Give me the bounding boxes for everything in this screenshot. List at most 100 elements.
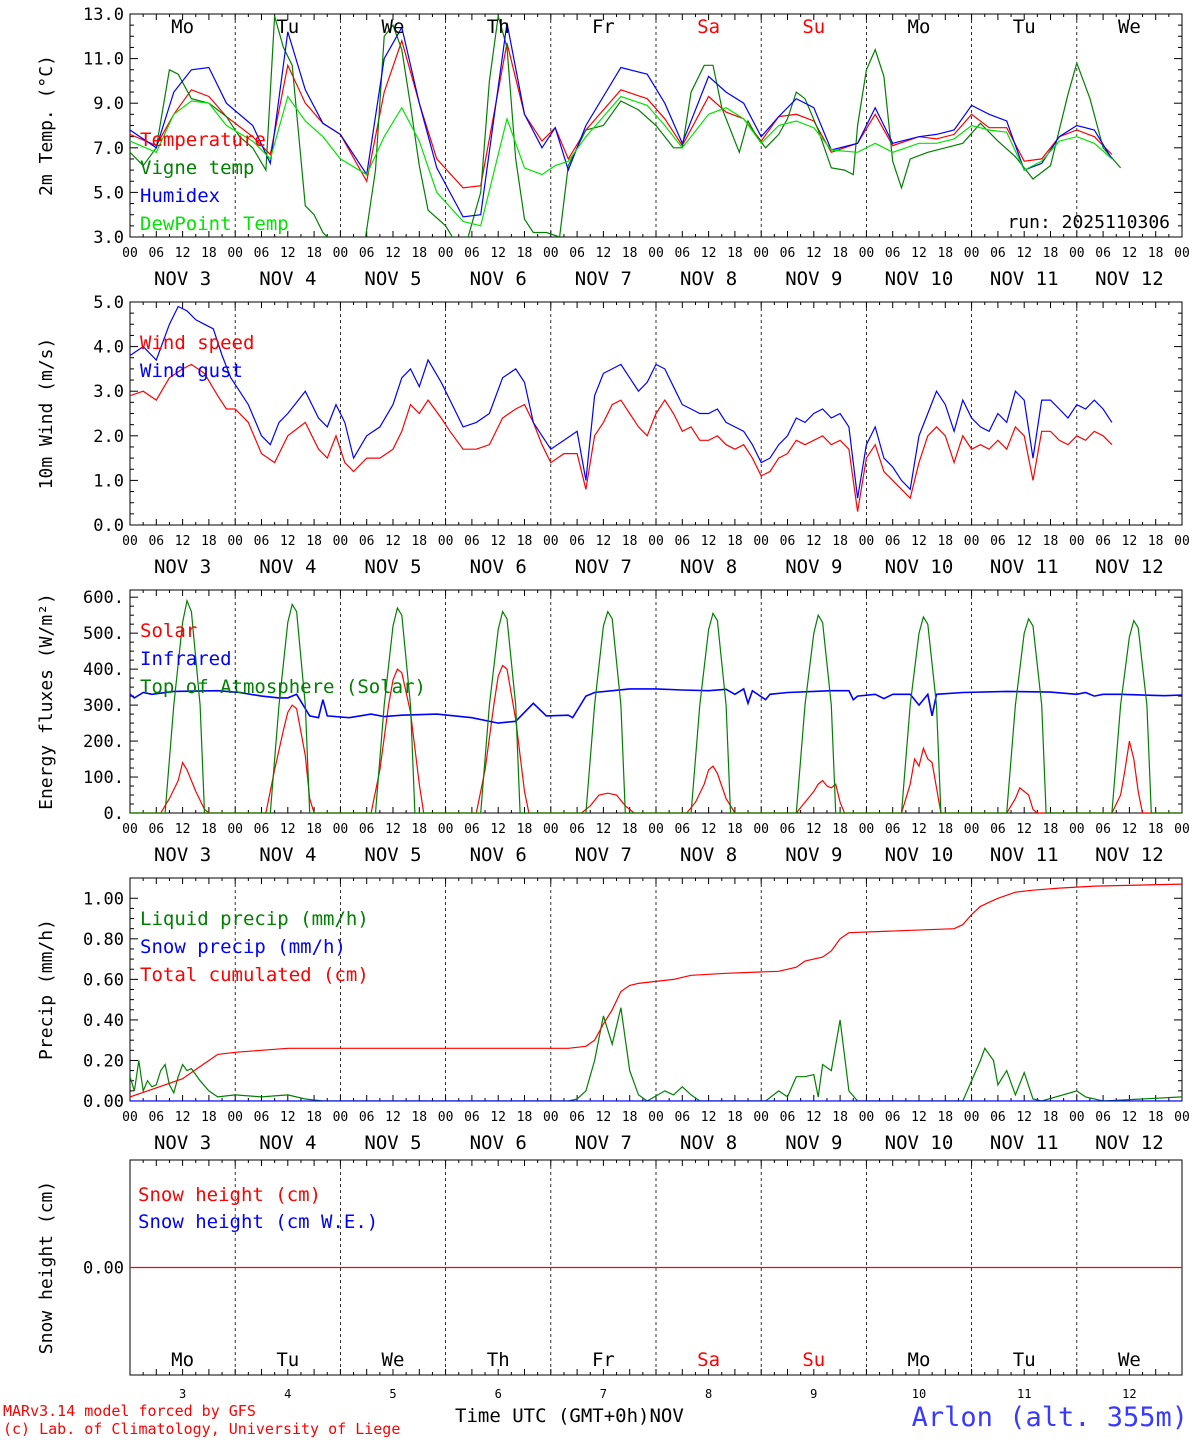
date-label: NOV 5 [364, 1132, 421, 1154]
date-label: NOV 9 [785, 1132, 842, 1154]
day-abbr-label: Tu [276, 16, 299, 38]
hour-tick-label: 00 [753, 822, 769, 837]
x-axis-month: NOV [649, 1405, 684, 1427]
day-abbr-label: Fr [592, 16, 615, 38]
hour-tick-label: 06 [885, 246, 901, 261]
hour-tick-label: 00 [122, 822, 138, 837]
date-label: NOV 4 [259, 1132, 316, 1154]
hour-tick-label: 18 [306, 822, 322, 837]
hour-tick-label: 18 [517, 246, 533, 261]
hour-tick-label: 00 [1069, 822, 1085, 837]
hour-tick-label: 00 [1174, 246, 1190, 261]
day-abbr-label: We [1118, 1349, 1141, 1371]
hour-tick-label: 00 [648, 534, 664, 549]
day-abbr-label: We [1118, 16, 1141, 38]
series-group [130, 305, 1113, 512]
hour-tick-label: 06 [885, 1110, 901, 1125]
hour-tick-label: 18 [832, 246, 848, 261]
y-tick-label: 600. [83, 588, 124, 608]
hour-tick-label: 00 [753, 246, 769, 261]
date-label: NOV 11 [990, 556, 1059, 578]
hour-tick-label: 12 [280, 534, 296, 549]
date-label: NOV 11 [990, 1132, 1059, 1154]
y-tick-label: 0.20 [83, 1051, 124, 1071]
hour-tick-label: 06 [569, 246, 585, 261]
hour-tick-label: 06 [359, 246, 375, 261]
hour-tick-label: 06 [674, 246, 690, 261]
date-label: NOV 7 [575, 1132, 632, 1154]
panel-energy: 0. 100. 200. 300. 400. 500. 600. Energy fluxes … [36, 588, 1190, 866]
date-label: NOV 12 [1095, 556, 1164, 578]
y-tick-label: 13.0 [83, 5, 124, 25]
hour-tick-label: 00 [438, 246, 454, 261]
hour-tick-label: 12 [596, 1110, 612, 1125]
hour-tick-label: 06 [359, 1110, 375, 1125]
hour-tick-label: 18 [622, 822, 638, 837]
hour-tick-label: 12 [701, 822, 717, 837]
series-line-wind-gust [130, 305, 1113, 499]
day-number-label: 12 [1122, 1387, 1136, 1401]
hour-tick-label: 12 [911, 246, 927, 261]
date-label: NOV 5 [364, 844, 421, 866]
hour-tick-label: 18 [306, 534, 322, 549]
hour-tick-label: 06 [464, 1110, 480, 1125]
hour-tick-label: 06 [1095, 1110, 1111, 1125]
date-label: NOV 4 [259, 844, 316, 866]
panel-precip: 0.00 0.20 0.40 0.60 0.80 1.00 Precip (mm/h) Liq… [36, 877, 1190, 1154]
hour-tick-label: 00 [964, 1110, 980, 1125]
day-abbr-label: Mo [171, 16, 194, 38]
day-abbr-label: Mo [171, 1349, 194, 1371]
run-label: run: 2025110306 [1007, 212, 1170, 233]
hour-tick-label: 12 [280, 822, 296, 837]
day-abbr-label: Mo [908, 16, 931, 38]
hour-tick-label: 18 [937, 534, 953, 549]
series-group [130, 16, 1122, 237]
hour-tick-label: 18 [201, 246, 217, 261]
legend-entry: Liquid precip (mm/h) [140, 908, 369, 930]
hour-tick-label: 18 [1043, 822, 1059, 837]
date-label: NOV 6 [470, 268, 527, 290]
hour-tick-label: 00 [543, 534, 559, 549]
hour-tick-label: 06 [990, 1110, 1006, 1125]
hour-tick-label: 18 [1148, 534, 1164, 549]
hour-tick-label: 18 [622, 246, 638, 261]
hour-tick-label: 06 [1095, 246, 1111, 261]
hour-tick-label: 18 [411, 1110, 427, 1125]
hour-tick-label: 00 [1069, 1110, 1085, 1125]
hour-tick-label: 06 [674, 1110, 690, 1125]
hour-tick-label: 00 [753, 1110, 769, 1125]
day-abbr-label: We [382, 1349, 405, 1371]
hour-tick-label: 06 [780, 534, 796, 549]
day-abbr-label: We [382, 16, 405, 38]
hour-tick-label: 06 [569, 534, 585, 549]
hour-tick-label: 00 [333, 534, 349, 549]
hour-tick-label: 06 [885, 822, 901, 837]
hour-tick-label: 00 [227, 534, 243, 549]
hour-tick-label: 06 [780, 246, 796, 261]
hour-tick-label: 00 [648, 246, 664, 261]
day-number-label: 4 [284, 1387, 291, 1401]
hour-tick-label: 12 [1122, 534, 1138, 549]
panel-temp: 3.0 5.0 7.0 9.0 11.0 13.0 2m Temp. (°C) Tempera… [36, 5, 1190, 290]
hour-tick-label: 00 [964, 534, 980, 549]
y-axis-label: 10m Wind (m/s) [36, 338, 57, 490]
hour-tick-label: 18 [937, 1110, 953, 1125]
series-line-dewpoint-temp [130, 95, 1113, 227]
hour-tick-label: 06 [254, 246, 270, 261]
hour-tick-label: 06 [359, 534, 375, 549]
hour-tick-label: 18 [411, 246, 427, 261]
date-label: NOV 9 [785, 556, 842, 578]
date-label: NOV 6 [470, 844, 527, 866]
hour-tick-label: 12 [596, 822, 612, 837]
hour-tick-label: 18 [727, 1110, 743, 1125]
hour-tick-label: 18 [411, 822, 427, 837]
series-group [130, 598, 1182, 813]
hour-tick-label: 00 [1174, 822, 1190, 837]
hour-tick-label: 12 [490, 822, 506, 837]
y-tick-label: 0. [104, 804, 124, 824]
day-abbr-label: Sa [697, 1349, 720, 1371]
date-label: NOV 8 [680, 844, 737, 866]
hour-tick-label: 18 [727, 822, 743, 837]
hour-tick-label: 00 [122, 1110, 138, 1125]
